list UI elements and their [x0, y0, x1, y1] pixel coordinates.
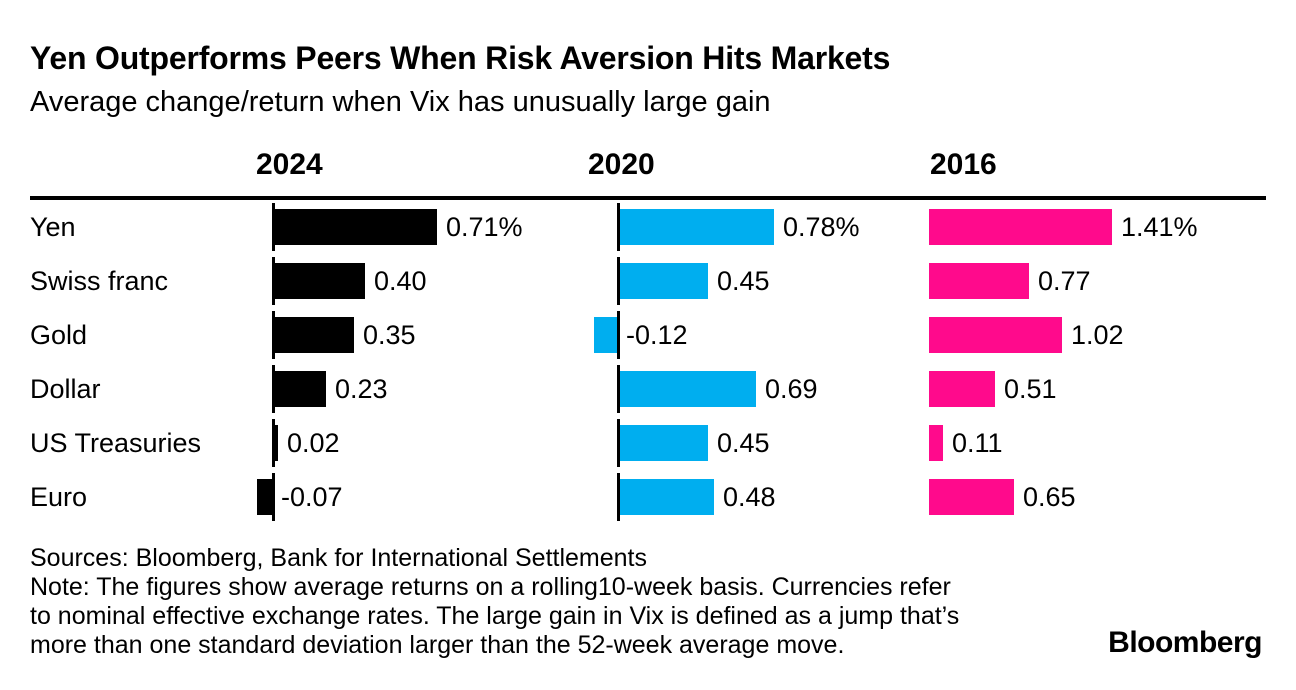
- row-label-us-treasuries: US Treasuries: [30, 428, 202, 458]
- row-label-yen: Yen: [30, 212, 76, 242]
- value-label-2024-euro: -0.07: [281, 482, 343, 512]
- value-label-2024-swiss-franc: 0.40: [374, 266, 427, 296]
- value-label-2020-euro: 0.48: [723, 482, 776, 512]
- axis-tick-2024: [272, 473, 275, 521]
- bar-2016-us-treasuries: [929, 425, 943, 461]
- column-header-2020: 2020: [588, 148, 655, 181]
- bar-2016-swiss-franc: [929, 263, 1029, 299]
- value-label-2020-us-treasuries: 0.45: [717, 428, 770, 458]
- value-label-2020-swiss-franc: 0.45: [717, 266, 770, 296]
- value-label-2024-dollar: 0.23: [335, 374, 388, 404]
- axis-tick-2020: [617, 257, 620, 305]
- column-header-2024: 2024: [256, 148, 323, 181]
- row-label-swiss-franc: Swiss franc: [30, 266, 169, 296]
- value-label-2024-us-treasuries: 0.02: [287, 428, 340, 458]
- bar-2024-swiss-franc: [273, 263, 365, 299]
- value-label-2020-gold: -0.12: [626, 320, 688, 350]
- chart-subtitle: Average change/return when Vix has unusu…: [30, 86, 771, 118]
- axis-tick-2020: [617, 203, 620, 251]
- value-label-2016-swiss-franc: 0.77: [1038, 266, 1091, 296]
- row-label-gold: Gold: [30, 320, 88, 350]
- value-label-2016-euro: 0.65: [1023, 482, 1076, 512]
- bar-2024-yen: [273, 209, 437, 245]
- header-divider-rule: [30, 196, 1266, 200]
- axis-tick-2020: [617, 419, 620, 467]
- bar-2024-gold: [273, 317, 354, 353]
- bar-2016-dollar: [929, 371, 995, 407]
- note-text-line-2: to nominal effective exchange rates. The…: [30, 602, 960, 630]
- axis-tick-2024: [272, 419, 275, 467]
- value-label-2024-yen: 0.71%: [446, 212, 523, 242]
- bar-2020-yen: [618, 209, 774, 245]
- note-text-line-3: more than one standard deviation larger …: [30, 631, 845, 659]
- bar-2020-gold: [594, 317, 618, 353]
- column-header-2016: 2016: [930, 148, 997, 181]
- bar-2016-euro: [929, 479, 1014, 515]
- value-label-2024-gold: 0.35: [363, 320, 416, 350]
- bar-2016-yen: [929, 209, 1112, 245]
- axis-tick-2024: [272, 365, 275, 413]
- bar-2020-euro: [618, 479, 714, 515]
- note-text-line-1: Note: The figures show average returns o…: [30, 573, 951, 601]
- bar-2024-dollar: [273, 371, 326, 407]
- axis-tick-2024: [272, 203, 275, 251]
- row-label-euro: Euro: [30, 482, 88, 512]
- value-label-2020-dollar: 0.69: [765, 374, 818, 404]
- bar-2020-us-treasuries: [618, 425, 708, 461]
- value-label-2016-yen: 1.41%: [1121, 212, 1198, 242]
- axis-tick-2020: [617, 365, 620, 413]
- value-label-2016-gold: 1.02: [1071, 320, 1124, 350]
- axis-tick-2024: [272, 257, 275, 305]
- chart-title: Yen Outperforms Peers When Risk Aversion…: [30, 40, 891, 76]
- axis-tick-2020: [617, 311, 620, 359]
- value-label-2020-yen: 0.78%: [783, 212, 860, 242]
- bar-2024-euro: [257, 479, 273, 515]
- bar-2016-gold: [929, 317, 1062, 353]
- value-label-2016-dollar: 0.51: [1004, 374, 1057, 404]
- bloomberg-logo: Bloomberg: [1108, 626, 1262, 659]
- bar-2020-dollar: [618, 371, 756, 407]
- row-label-dollar: Dollar: [30, 374, 101, 404]
- value-label-2016-us-treasuries: 0.11: [952, 428, 1003, 458]
- bar-2024-us-treasuries: [273, 425, 278, 461]
- sources-text: Sources: Bloomberg, Bank for Internation…: [30, 544, 647, 572]
- axis-tick-2020: [617, 473, 620, 521]
- bar-2020-swiss-franc: [618, 263, 708, 299]
- axis-tick-2024: [272, 311, 275, 359]
